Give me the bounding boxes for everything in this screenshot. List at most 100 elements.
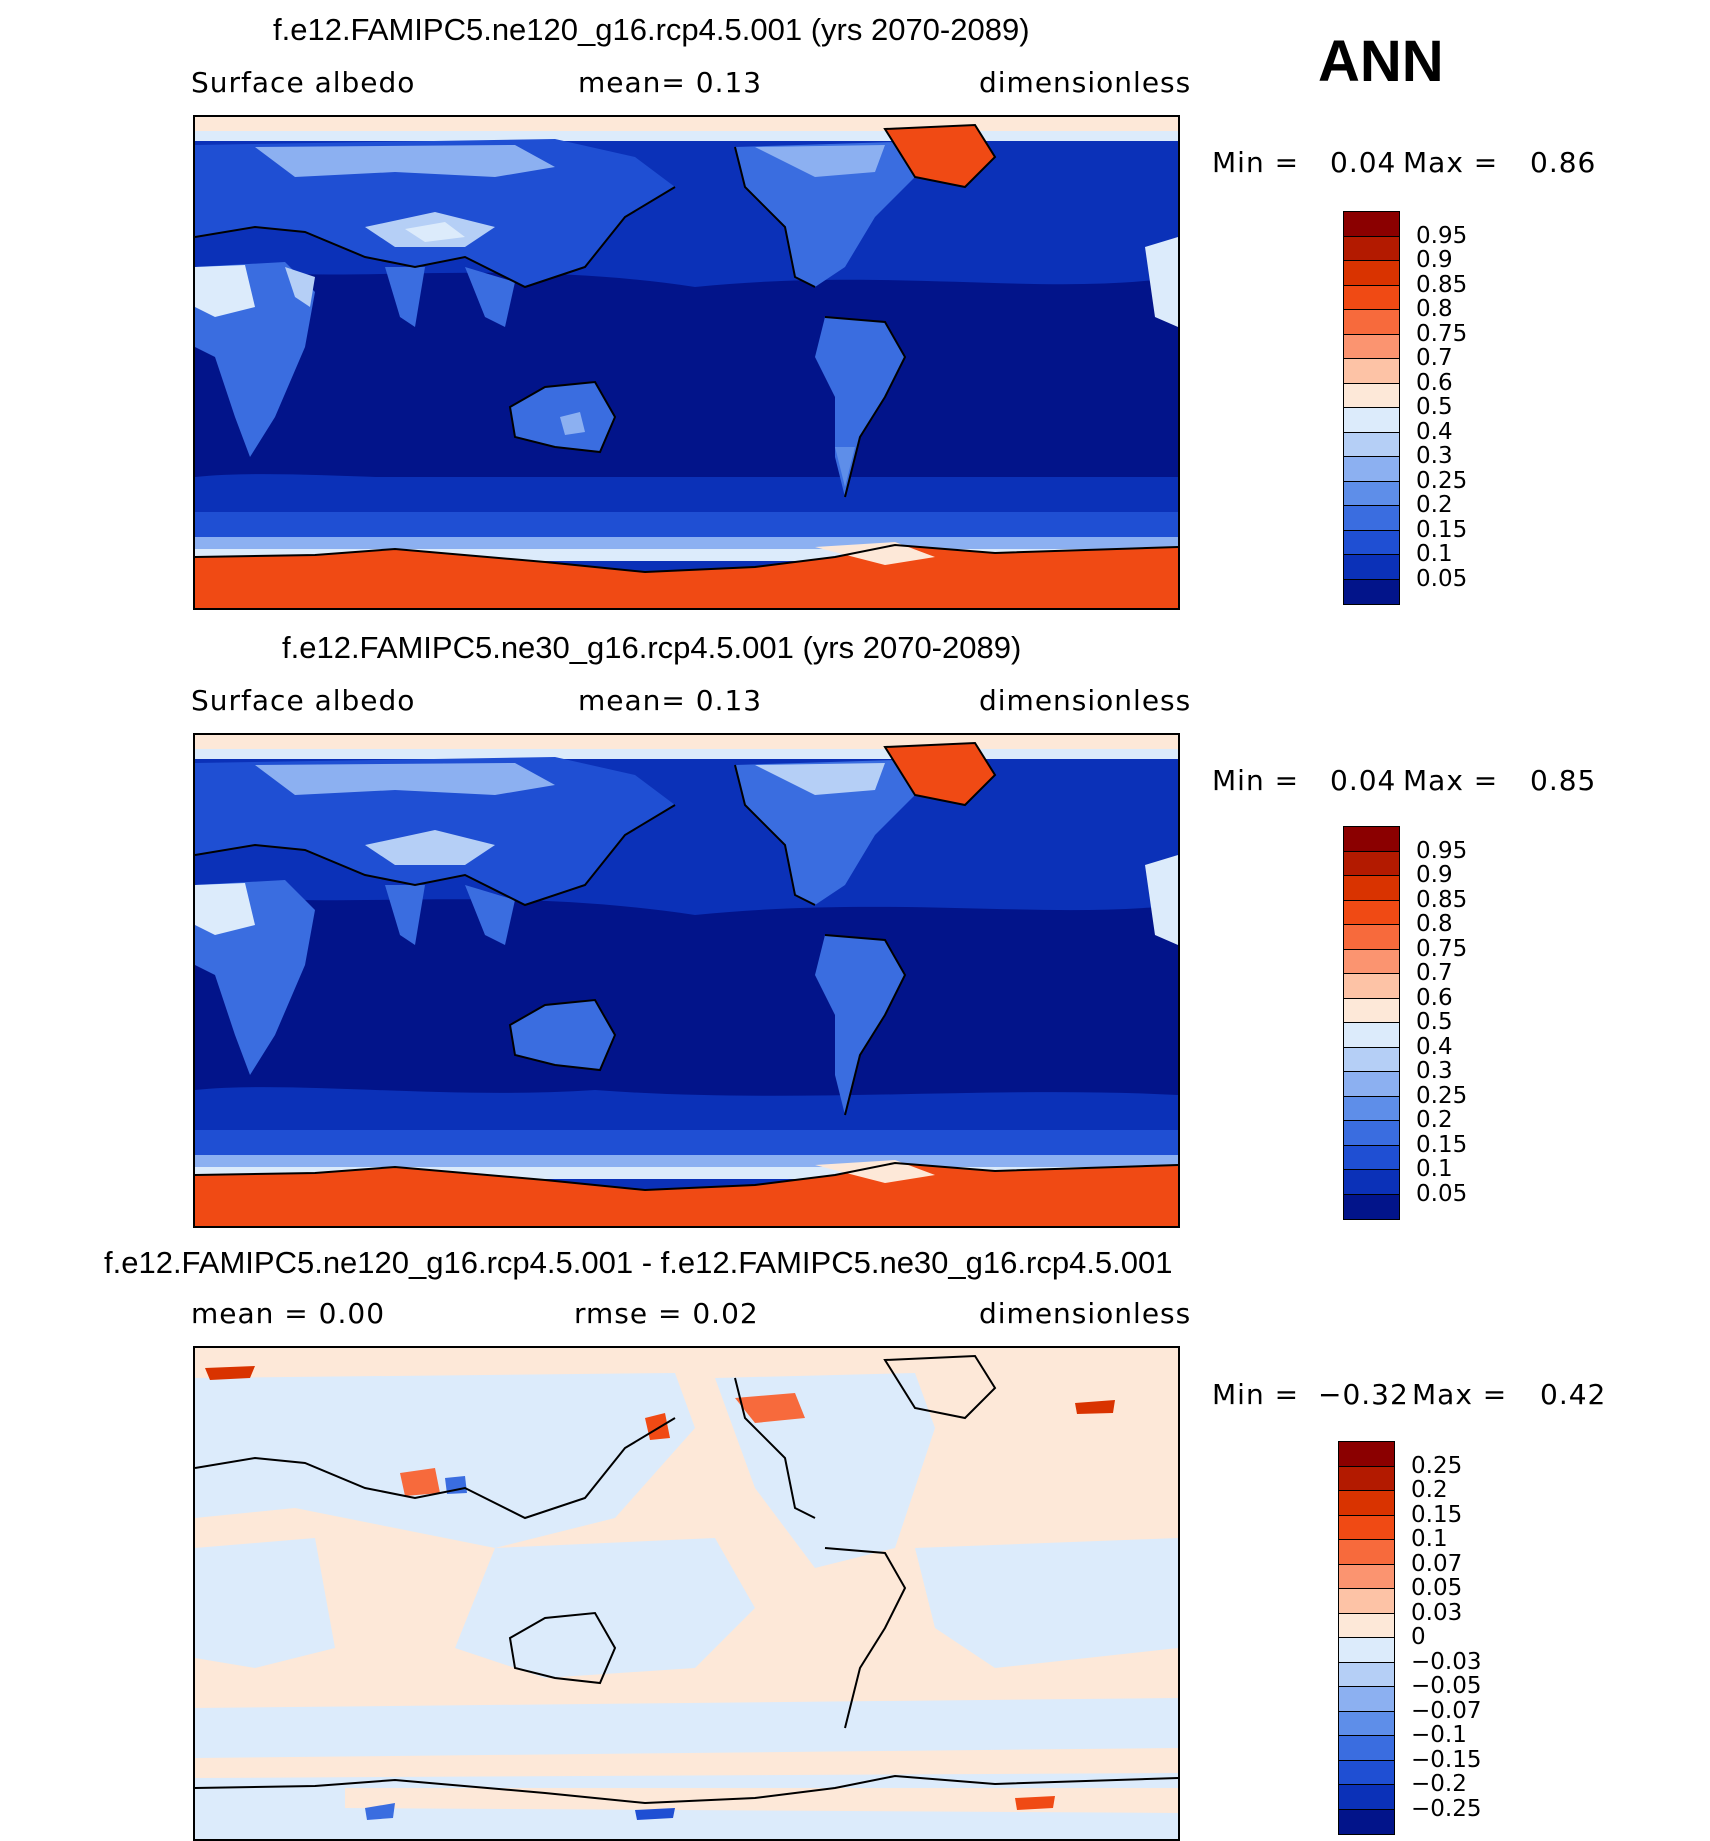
colorbar-swatch — [1343, 358, 1400, 384]
season-label: ANN — [1318, 29, 1444, 94]
panel-3-rmse-label: rmse = 0.02 — [574, 1297, 759, 1330]
colorbar-tick-label: 0.15 — [1411, 1501, 1463, 1528]
colorbar-swatch — [1343, 1144, 1400, 1171]
colorbar-tick-label: 0.6 — [1416, 984, 1453, 1011]
colorbar-tick-label: 0.4 — [1416, 418, 1453, 445]
colorbar-tick-label: 0.03 — [1411, 1599, 1463, 1626]
colorbar-tick-label: 0.4 — [1416, 1033, 1453, 1060]
panel-2-units-label: dimensionless — [979, 684, 1192, 717]
colorbar-tick-label: 0.25 — [1416, 467, 1468, 494]
colorbar-swatch — [1343, 850, 1400, 877]
colorbar-tick-label: −0.15 — [1411, 1746, 1482, 1773]
panel-2-map-svg — [195, 735, 1178, 1226]
panel-3-mean-label: mean = 0.00 — [191, 1297, 386, 1330]
panel-3-min-label: Min = — [1212, 1378, 1300, 1411]
panel-3-max-label: Max = — [1412, 1378, 1508, 1411]
colorbar-tick-label: 0.25 — [1416, 1082, 1468, 1109]
colorbar-swatch — [1343, 578, 1400, 605]
colorbar-tick-label: −0.1 — [1411, 1722, 1467, 1748]
panel-3-map-svg — [195, 1348, 1178, 1839]
colorbar-tick-label: 0.1 — [1411, 1526, 1448, 1552]
panel-1-units-label: dimensionless — [979, 66, 1192, 99]
colorbar-swatch — [1343, 284, 1400, 311]
colorbar-swatch — [1338, 1661, 1395, 1688]
colorbar-swatch — [1343, 1120, 1400, 1146]
colorbar-swatch — [1343, 309, 1400, 335]
colorbar-tick-label: 0.3 — [1416, 1058, 1453, 1084]
colorbar-tick-label: 0 — [1411, 1624, 1426, 1650]
colorbar-swatch — [1338, 1514, 1395, 1541]
panel-1-map-svg — [195, 117, 1178, 608]
colorbar-tick-label: 0.85 — [1416, 271, 1468, 298]
colorbar-swatch — [1343, 235, 1400, 262]
panel-3-colorbar: 0.25 0.2 0.15 0.1 0.07 0.05 0.03 0 −0.03 −0.05 −0.… — [1338, 1441, 1568, 1835]
panel-2-max-label: Max = — [1403, 764, 1499, 797]
colorbar-swatch — [1343, 407, 1400, 433]
colorbar-swatch — [1343, 1071, 1400, 1097]
colorbar-tick-label: −0.05 — [1411, 1673, 1482, 1699]
colorbar-swatch — [1343, 456, 1400, 482]
colorbar-tick-label: 0.9 — [1416, 862, 1453, 888]
colorbar-swatch — [1343, 431, 1400, 458]
colorbar-tick-label: 0.1 — [1416, 541, 1453, 567]
colorbar-tick-label: −0.07 — [1411, 1697, 1482, 1724]
panel-2-colorbar: 0.95 0.9 0.85 0.8 0.75 0.7 0.6 0.5 0.4 0.3 0.25 0.2… — [1343, 826, 1563, 1220]
colorbar-tick-label: 0.5 — [1416, 394, 1453, 420]
colorbar-swatch — [1343, 1095, 1400, 1122]
colorbar-swatch — [1343, 997, 1400, 1024]
panel-1-colorbar: 0.95 0.9 0.85 0.8 0.75 0.7 0.6 0.5 0.4 0.3 0.25 0.2… — [1343, 211, 1563, 605]
panel-2-mean-label: mean= 0.13 — [578, 684, 763, 717]
colorbar-tick-label: 0.25 — [1411, 1452, 1463, 1479]
colorbar-swatch — [1338, 1808, 1395, 1835]
colorbar-tick-label: 0.9 — [1416, 247, 1453, 273]
colorbar-swatch — [1338, 1686, 1395, 1712]
colorbar-swatch — [1338, 1710, 1395, 1737]
colorbar-swatch — [1338, 1490, 1395, 1516]
panel-1-map — [193, 115, 1180, 610]
colorbar-swatch — [1343, 260, 1400, 286]
colorbar-swatch — [1343, 480, 1400, 507]
colorbar-tick-label: 0.95 — [1416, 837, 1468, 864]
colorbar-tick-label: 0.15 — [1416, 516, 1468, 543]
colorbar-tick-label: 0.85 — [1416, 886, 1468, 913]
colorbar-swatch — [1343, 1046, 1400, 1073]
panel-3-units-label: dimensionless — [979, 1297, 1192, 1330]
colorbar-swatch — [1343, 505, 1400, 531]
panel-3-title: f.e12.FAMIPC5.ne120_g16.rcp4.5.001 - f.e… — [104, 1245, 1173, 1280]
colorbar-swatch — [1343, 211, 1400, 237]
colorbar-tick-label: 0.95 — [1416, 222, 1468, 249]
panel-2-min-label: Min = — [1212, 764, 1300, 797]
panel-1-mean-label: mean= 0.13 — [578, 66, 763, 99]
colorbar-tick-label: 0.5 — [1416, 1009, 1453, 1035]
colorbar-tick-label: 0.7 — [1416, 345, 1453, 371]
colorbar-tick-label: 0.8 — [1416, 296, 1453, 322]
panel-2-variable-label: Surface albedo — [191, 684, 416, 717]
panel-2-max-value: 0.85 — [1530, 764, 1597, 797]
colorbar-swatch — [1338, 1759, 1395, 1786]
colorbar-tick-label: 0.7 — [1416, 960, 1453, 986]
colorbar-tick-label: 0.2 — [1411, 1477, 1448, 1503]
colorbar-tick-label: 0.2 — [1416, 492, 1453, 518]
colorbar-swatch — [1343, 1169, 1400, 1195]
colorbar-tick-label: 0.05 — [1416, 565, 1468, 592]
colorbar-swatch — [1343, 554, 1400, 580]
colorbar-swatch — [1338, 1539, 1395, 1565]
colorbar-swatch — [1338, 1441, 1395, 1467]
colorbar-tick-label: 0.3 — [1416, 443, 1453, 469]
colorbar-tick-label: −0.03 — [1411, 1648, 1482, 1675]
colorbar-tick-label: 0.8 — [1416, 911, 1453, 937]
colorbar-tick-label: 0.05 — [1411, 1575, 1463, 1601]
colorbar-swatch — [1338, 1784, 1395, 1810]
colorbar-tick-label: −0.25 — [1411, 1795, 1482, 1822]
colorbar-tick-label: −0.2 — [1411, 1771, 1467, 1797]
colorbar-swatch — [1343, 529, 1400, 556]
panel-1-min-label: Min = — [1212, 146, 1300, 179]
colorbar-swatch — [1338, 1735, 1395, 1761]
colorbar-swatch — [1343, 333, 1400, 360]
colorbar-swatch — [1338, 1465, 1395, 1492]
panel-3-max-value: 0.42 — [1540, 1378, 1607, 1411]
colorbar-tick-label: 0.07 — [1411, 1550, 1463, 1577]
colorbar-swatch — [1343, 899, 1400, 926]
colorbar-swatch — [1338, 1588, 1395, 1614]
colorbar-tick-label: 0.05 — [1416, 1180, 1468, 1207]
